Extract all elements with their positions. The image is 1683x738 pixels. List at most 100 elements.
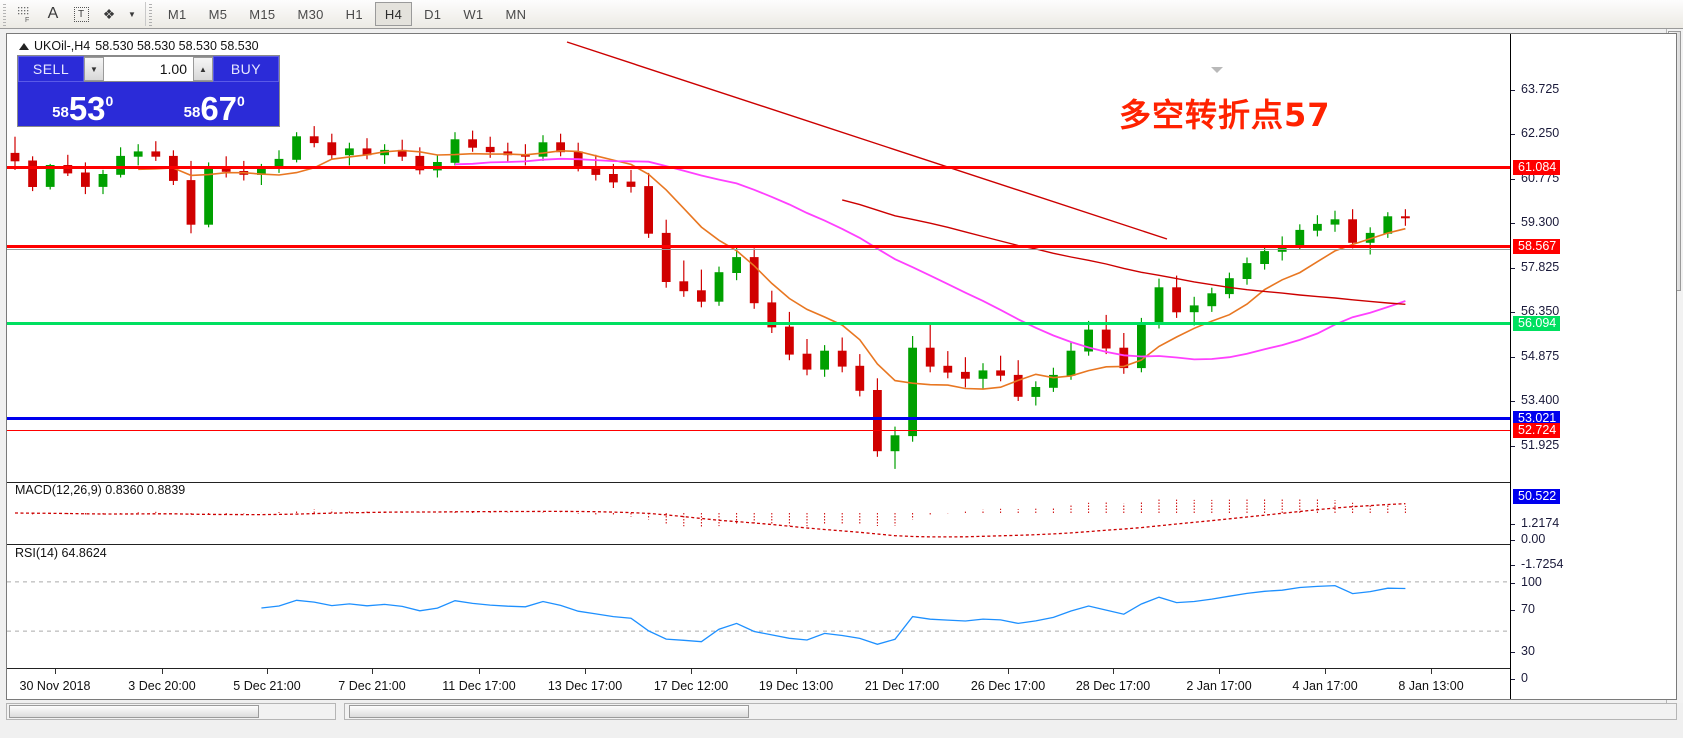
sell-price-fraction: 0: [105, 93, 114, 109]
time-axis-label: 30 Nov 2018: [19, 679, 91, 693]
macd-series: [14, 498, 1406, 538]
time-axis-label: 26 Dec 17:00: [970, 679, 1046, 693]
text-box-icon[interactable]: T: [67, 1, 95, 27]
axis-tick: [1511, 223, 1515, 224]
volume-input[interactable]: 1.00: [104, 57, 193, 81]
price-level-badge[interactable]: 61.084: [1513, 160, 1561, 175]
timeframe-d1[interactable]: D1: [424, 6, 442, 22]
time-axis-tick: [267, 669, 268, 674]
timeframe-h1[interactable]: H1: [345, 6, 363, 22]
axis-tick: [1511, 565, 1515, 566]
volume-decrease-button[interactable]: ▼: [84, 57, 104, 81]
buy-price-main: 67: [200, 90, 238, 127]
horizontal-scrollbar-right[interactable]: [344, 703, 1677, 720]
time-axis-label: 3 Dec 20:00: [128, 679, 196, 693]
price-axis-label: 51.925: [1521, 438, 1560, 452]
symbol-header: UKOil-,H4 58.530 58.530 58.530 58.530: [17, 39, 261, 53]
timeframe-mn[interactable]: MN: [505, 6, 527, 22]
axis-tick: [1511, 268, 1515, 269]
price-level-badge[interactable]: 53.021: [1513, 411, 1561, 426]
svg-text:F: F: [25, 17, 29, 23]
timeframe-w1[interactable]: W1: [463, 6, 484, 22]
indicators-icon[interactable]: F: [11, 1, 39, 27]
time-axis-label: 2 Jan 17:00: [1186, 679, 1252, 693]
rsi-pane[interactable]: RSI(14) 64.8624: [7, 544, 1510, 667]
level-line-52724: [7, 430, 1510, 431]
price-level-badge[interactable]: 56.094: [1513, 316, 1561, 331]
sell-price-prefix: 58: [52, 104, 69, 121]
buy-button[interactable]: BUY: [213, 56, 279, 82]
main-toolbar: F A T ❖ ▼ M1 M5 M15 M30 H1 H4 D1 W1 MN: [0, 0, 1683, 29]
rsi-axis-label: 70: [1521, 602, 1535, 616]
chart-annotation-text[interactable]: 多空转折点57: [1119, 96, 1331, 134]
time-axis-tick: [902, 669, 903, 674]
trade-panel-prices: 58 53 0 58 67 0: [18, 82, 279, 126]
time-axis-tick: [1431, 669, 1432, 674]
buy-price-display[interactable]: 58 67 0: [149, 82, 279, 127]
sell-button[interactable]: SELL: [18, 56, 84, 82]
trade-panel-top-row: SELL ▼ 1.00 ▲ BUY: [18, 56, 279, 82]
volume-increase-button[interactable]: ▲: [193, 57, 213, 81]
horizontal-scrollbar-right-thumb[interactable]: [349, 705, 749, 718]
price-axis-label: 59.300: [1521, 215, 1560, 229]
time-axis-label: 28 Dec 17:00: [1075, 679, 1151, 693]
one-click-trading-panel[interactable]: SELL ▼ 1.00 ▲ BUY 58 53 0 58 67 0: [17, 55, 280, 127]
time-axis-label: 7 Dec 21:00: [338, 679, 406, 693]
collapse-triangle-icon[interactable]: [19, 42, 29, 50]
price-axis-label: 53.400: [1521, 393, 1560, 407]
price-level-badge[interactable]: 52.724: [1513, 423, 1561, 438]
bottom-scrollbar-row: [0, 703, 1683, 738]
price-axis-label: 63.725: [1521, 82, 1560, 96]
toolbar-grip-handle[interactable]: [1, 2, 9, 26]
axis-tick: [1511, 312, 1515, 313]
time-axis: 30 Nov 2018 3 Dec 20:00 5 Dec 21:00 7 Dec 2…: [7, 668, 1510, 699]
macd-axis-label: 0.00: [1521, 532, 1546, 546]
horizontal-scrollbar-left-thumb[interactable]: [9, 705, 259, 718]
symbol-ohlc: 58.530 58.530 58.530 58.530: [95, 39, 259, 53]
level-line-58567: [7, 245, 1510, 248]
horizontal-scrollbar-left[interactable]: [6, 703, 336, 720]
text-label-icon[interactable]: A: [47, 5, 59, 22]
time-axis-label: 5 Dec 21:00: [233, 679, 301, 693]
time-axis-label: 17 Dec 12:00: [653, 679, 729, 693]
macd-axis-label: -1.7254: [1521, 557, 1564, 571]
time-axis-tick: [796, 669, 797, 674]
axis-tick: [1511, 446, 1515, 447]
volume-stepper[interactable]: ▼ 1.00 ▲: [84, 56, 213, 82]
time-axis-tick: [1219, 669, 1220, 674]
timeframe-m15[interactable]: M15: [249, 6, 276, 22]
macd-title: MACD(12,26,9) 0.8360 0.8839: [13, 483, 188, 497]
price-axis-label: 56.350: [1521, 304, 1560, 318]
timeframe-m5[interactable]: M5: [208, 6, 228, 22]
level-line-61084: [7, 166, 1510, 169]
level-line-58530-current: [7, 249, 1510, 250]
axis-tick: [1511, 652, 1515, 653]
timeframe-h4[interactable]: H4: [374, 2, 413, 26]
object-marker-icon[interactable]: [1211, 67, 1223, 73]
price-level-badge[interactable]: 58.567: [1513, 239, 1561, 254]
rsi-title: RSI(14) 64.8624: [13, 546, 109, 560]
time-axis-label: 11 Dec 17:00: [442, 679, 516, 693]
sell-price-display[interactable]: 58 53 0: [18, 82, 148, 126]
macd-pane[interactable]: MACD(12,26,9) 0.8360 0.8839: [7, 482, 1510, 543]
chart-area[interactable]: MACD(12,26,9) 0.8360 0.8839 RSI(14) 64.8…: [6, 33, 1677, 700]
price-axis-label: 57.825: [1521, 260, 1560, 274]
symbol-name: UKOil-,H4: [34, 39, 91, 53]
axis-tick: [1511, 524, 1515, 525]
price-scale-axis[interactable]: 63.725 62.250 60.775 59.300 57.825 56.350 54.8…: [1510, 34, 1676, 699]
objects-icon[interactable]: ❖: [102, 5, 116, 22]
time-axis-label: 21 Dec 17:00: [864, 679, 940, 693]
timeframe-m30[interactable]: M30: [297, 6, 324, 22]
time-axis-tick: [479, 669, 480, 674]
timeframe-m1[interactable]: M1: [167, 6, 187, 22]
time-axis-tick: [585, 669, 586, 674]
objects-dropdown-caret-icon[interactable]: ▼: [128, 9, 136, 19]
rsi-series: [7, 581, 1510, 645]
candlestick-series: [10, 126, 1410, 469]
level-line-56094: [7, 322, 1510, 325]
price-axis-label: 54.875: [1521, 349, 1560, 363]
time-axis-tick: [372, 669, 373, 674]
price-level-badge[interactable]: 50.522: [1513, 489, 1561, 504]
axis-tick: [1511, 610, 1515, 611]
